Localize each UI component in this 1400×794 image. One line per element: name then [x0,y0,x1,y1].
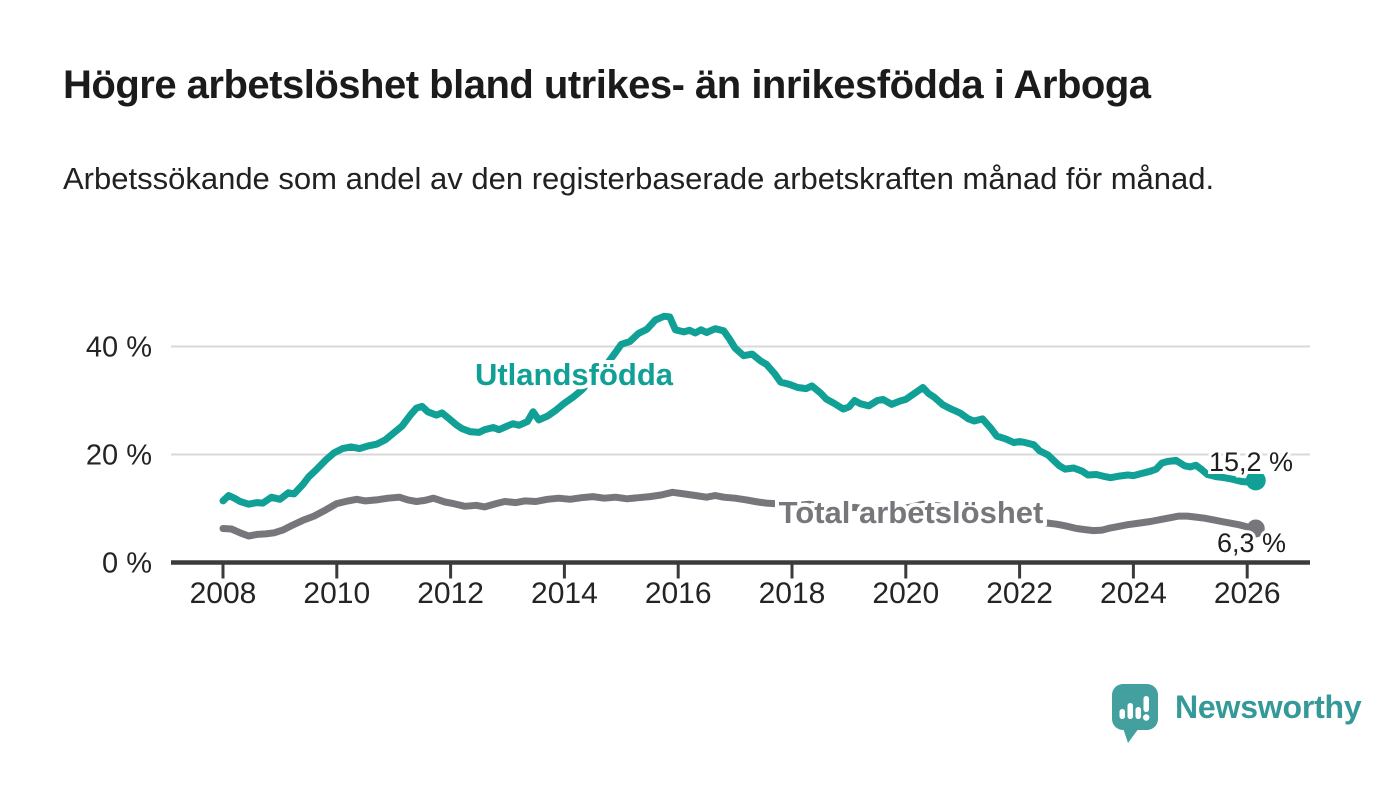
series-line-utlandsfodda [219,312,1260,508]
x-axis-label-2016: 2016 [645,577,712,610]
y-axis-label-0: 0 % [102,548,152,580]
newsworthy-logo-text: Newsworthy [1175,689,1362,725]
x-axis-label-2008: 2008 [190,577,257,610]
newsworthy-bubble-chart-icon [1112,684,1158,743]
series-line-total [219,488,1260,540]
x-axis-label-2020: 2020 [872,577,939,610]
series-label-utlandsfodda: Utlandsfödda [475,357,674,392]
y-axis-label-20: 20 % [86,440,152,472]
series-end-dot-utlandsfodda [1245,470,1266,491]
end-value-label-total: 6,3 % [1217,528,1286,558]
chart-subtitle: Arbetssökande som andel av den registerb… [63,161,1215,196]
newsworthy-logo: Newsworthy [1112,684,1362,746]
x-axis-label-2024: 2024 [1100,577,1167,610]
y-axis-label-40: 40 % [86,332,152,364]
x-axis-label-2022: 2022 [986,577,1053,610]
series-end-dot-total [1246,519,1265,538]
end-value-label-utlandsfodda: 15,2 % [1209,447,1293,477]
x-axis-label-2018: 2018 [759,577,826,610]
x-axis-label-2014: 2014 [531,577,598,610]
series-label-total: Total arbetslöshet [779,495,1044,530]
x-axis-label-2012: 2012 [417,577,484,610]
x-axis-label-2010: 2010 [303,577,370,610]
page-title: Högre arbetslöshet bland utrikes- än inr… [63,63,1151,107]
x-axis-label-2026: 2026 [1214,577,1281,610]
